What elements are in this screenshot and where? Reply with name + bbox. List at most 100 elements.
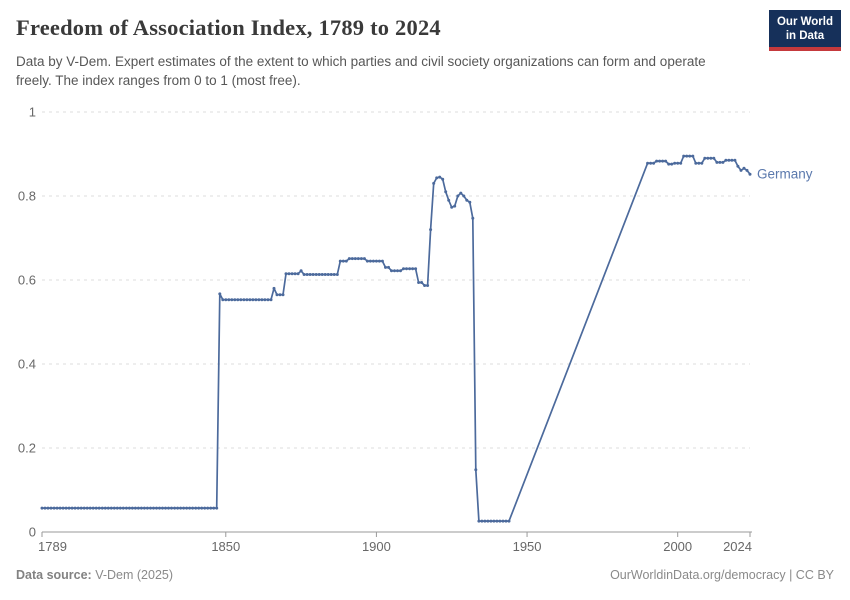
data-point: [85, 506, 89, 510]
data-point: [724, 158, 728, 162]
data-point: [670, 162, 674, 166]
data-point: [380, 259, 384, 263]
data-point: [58, 506, 62, 510]
data-point: [109, 506, 113, 510]
data-point: [411, 267, 415, 271]
data-point: [251, 298, 255, 302]
data-point: [52, 506, 56, 510]
data-point: [254, 298, 258, 302]
data-point: [40, 506, 44, 510]
data-point: [341, 259, 345, 263]
data-point: [173, 506, 177, 510]
data-point: [447, 198, 451, 202]
data-point: [133, 506, 137, 510]
data-point: [212, 506, 216, 510]
data-point: [417, 281, 421, 284]
data-point: [353, 257, 357, 261]
data-point: [329, 273, 333, 276]
data-point: [402, 267, 405, 271]
y-tick-label-1: 1: [29, 105, 36, 120]
data-point: [269, 298, 273, 302]
data-point: [167, 506, 170, 510]
data-point: [697, 161, 701, 165]
data-point: [387, 265, 390, 269]
data-point: [275, 293, 279, 297]
data-point: [468, 200, 472, 204]
data-point: [432, 181, 436, 185]
data-point: [194, 506, 198, 510]
data-point: [155, 506, 158, 510]
x-tick-label-2000: 2000: [663, 539, 692, 554]
y-tick-label-0: 0: [29, 525, 36, 540]
data-point: [435, 176, 439, 180]
data-point: [438, 175, 442, 179]
data-source-note: Data source: V-Dem (2025): [16, 568, 173, 582]
data-point: [158, 506, 161, 510]
data-point: [507, 519, 511, 523]
data-point: [293, 272, 297, 276]
owid-url-link[interactable]: OurWorldinData.org/democracy: [610, 568, 786, 582]
data-point: [344, 259, 348, 263]
data-point: [748, 172, 752, 176]
data-point: [67, 506, 71, 510]
data-point: [185, 506, 189, 510]
y-tick-label-0.2: 0.2: [18, 441, 36, 456]
data-point: [694, 161, 698, 165]
data-point: [224, 298, 228, 302]
data-point: [94, 506, 98, 510]
y-tick-label-0.6: 0.6: [18, 273, 36, 288]
data-point: [305, 273, 309, 276]
license-label: CC BY: [795, 568, 834, 582]
footer-separator: |: [785, 568, 796, 582]
data-point: [266, 298, 270, 302]
data-point: [164, 506, 167, 510]
data-point: [49, 506, 53, 510]
data-point: [384, 265, 387, 269]
data-point: [170, 506, 173, 510]
data-point: [311, 273, 315, 276]
data-point: [471, 216, 475, 220]
x-tick-label-1850: 1850: [211, 539, 240, 554]
page-title: Freedom of Association Index, 1789 to 20…: [16, 15, 441, 40]
data-point: [727, 158, 731, 162]
data-point: [426, 284, 430, 287]
data-point: [371, 259, 375, 263]
data-point: [179, 506, 183, 510]
owid-logo[interactable]: Our World in Data: [768, 10, 841, 51]
data-point: [390, 269, 393, 273]
data-point: [236, 298, 240, 302]
data-point: [281, 293, 285, 297]
entity-label-germany[interactable]: Germany: [757, 167, 813, 182]
data-point: [121, 506, 125, 510]
data-point: [441, 177, 445, 181]
data-point: [736, 164, 740, 168]
data-point: [414, 267, 418, 271]
data-point: [365, 259, 369, 263]
data-point: [709, 156, 713, 160]
data-point: [673, 161, 677, 165]
data-point: [278, 293, 282, 297]
data-point: [356, 257, 360, 261]
germany-line[interactable]: [42, 155, 751, 522]
data-point: [299, 269, 303, 273]
data-point: [317, 273, 321, 276]
data-point: [739, 168, 743, 172]
data-point: [691, 154, 695, 158]
data-point: [444, 190, 448, 194]
data-point: [733, 158, 737, 162]
data-point: [233, 298, 237, 302]
data-point: [115, 506, 119, 510]
data-point: [480, 519, 484, 523]
data-point: [203, 506, 207, 510]
data-point: [661, 159, 665, 163]
x-tick-label-1789: 1789: [38, 539, 67, 554]
data-point: [206, 506, 210, 510]
data-point: [664, 159, 668, 163]
data-point: [477, 519, 481, 523]
data-point: [682, 154, 686, 158]
data-point: [408, 267, 412, 271]
data-point: [474, 468, 478, 472]
data-point: [489, 519, 493, 523]
data-point: [142, 506, 146, 510]
